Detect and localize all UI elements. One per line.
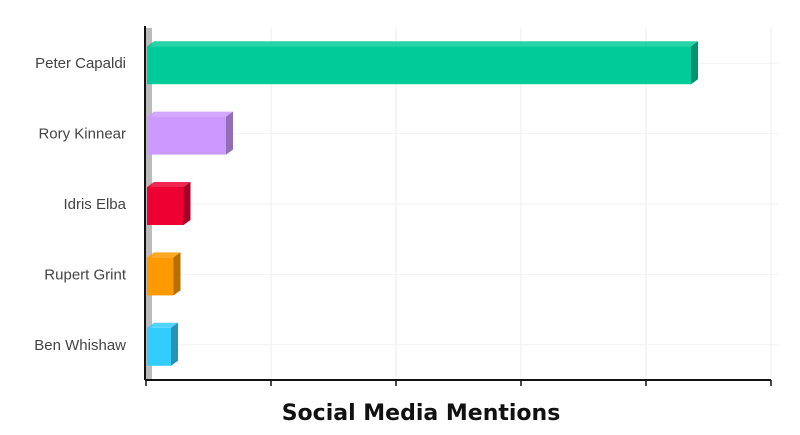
x-axis-title: Social Media Mentions [282,401,561,426]
bar-1 [147,46,691,85]
bar-top-face [147,322,178,328]
chart-bars [147,41,698,366]
category-label: Rory Kinnear [38,126,126,143]
category-label: Peter Capaldi [35,55,126,72]
chart-category-labels: Peter Capaldi Rory Kinnear Idris Elba Ruper… [34,55,127,354]
bar-5 [147,327,171,366]
category-label: Ben Whishaw [34,337,126,354]
bar-2 [147,116,226,155]
bar-top-face [147,41,698,47]
bar-top-face [147,111,233,117]
category-label: Rupert Grint [44,266,127,283]
bar-top-face [147,252,181,258]
bar-3 [147,186,184,226]
bar-side-face [226,111,233,155]
bar-4 [147,257,174,296]
bar-side-face [173,252,181,296]
bar-side-face [171,322,178,366]
bar-side-face [183,181,191,226]
bar-top-face [147,181,191,187]
category-label: Idris Elba [63,196,126,213]
bar-side-face [691,41,698,85]
